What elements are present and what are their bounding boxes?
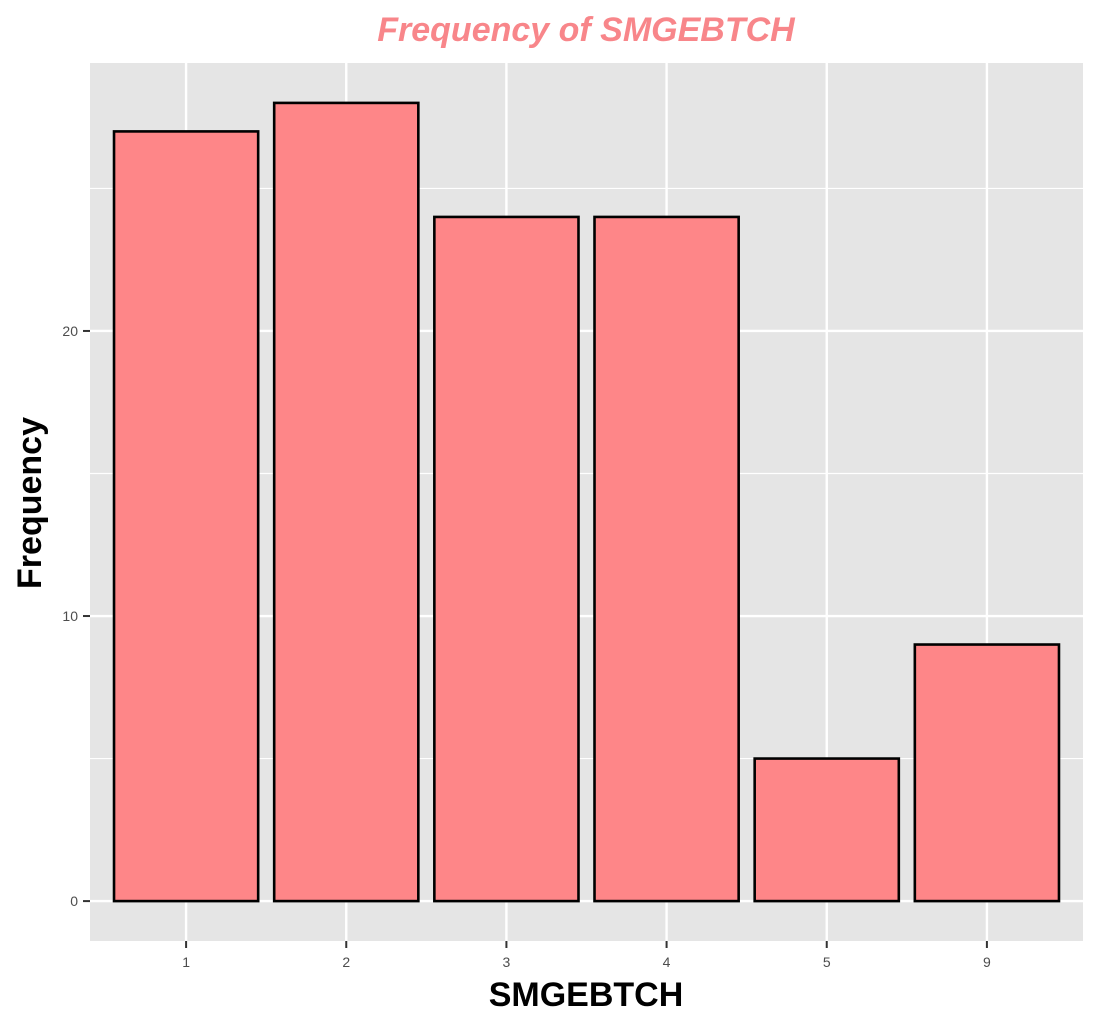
x-axis-title: SMGEBTCH: [489, 976, 684, 1014]
bar-4: [593, 215, 740, 903]
x-tick-label-2: 3: [503, 954, 511, 970]
bar-1: [112, 130, 260, 903]
bar-9: [913, 643, 1061, 903]
y-tick-label-2: 20: [62, 323, 78, 339]
x-tick-label-0: 1: [182, 954, 190, 970]
x-axis: 1 2 3 4 5 9: [182, 941, 991, 970]
y-axis: 0 10 20: [62, 323, 90, 909]
x-tick-label-3: 4: [663, 954, 671, 970]
bar-2: [272, 101, 420, 903]
chart-title: Frequency of SMGEBTCH: [377, 11, 796, 49]
bars: [112, 101, 1061, 903]
x-tick-label-1: 2: [342, 954, 350, 970]
bar-3: [433, 215, 580, 903]
y-tick-label-0: 0: [70, 893, 78, 909]
x-tick-label-4: 5: [823, 954, 831, 970]
bar-5: [753, 757, 901, 903]
x-tick-label-5: 9: [983, 954, 991, 970]
y-axis-title: Frequency: [11, 417, 49, 589]
y-tick-label-1: 10: [62, 608, 78, 624]
